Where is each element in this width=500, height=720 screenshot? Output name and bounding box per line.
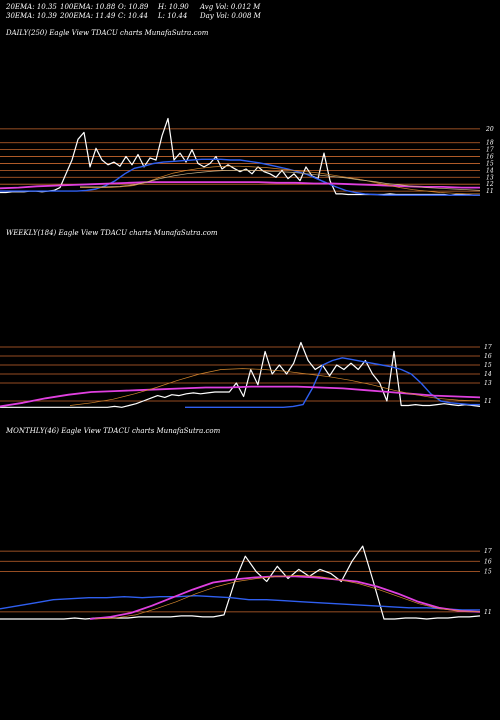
daily-ema-blue-line: [0, 158, 480, 196]
monthly-tick-label: 15: [484, 568, 492, 575]
stat-ema200: 200EMA: 11.49: [60, 12, 116, 20]
weekly-tick-label: 16: [484, 353, 492, 360]
weekly-tick-label: 13: [484, 380, 492, 387]
weekly-tick-label: 17: [484, 344, 492, 351]
stat-day-vol: Day Vol: 0.008 M: [200, 12, 261, 20]
weekly-panel-title: WEEKLY(184) Eagle View TDACU charts Muna…: [6, 229, 218, 237]
daily-tick-label: 15: [486, 160, 494, 167]
monthly-tick-label: 17: [484, 548, 492, 555]
weekly-tick-label: 11: [484, 398, 492, 405]
daily-tick-label: 18: [486, 140, 494, 147]
stat-ema30: 30EMA: 10.39: [6, 12, 57, 20]
weekly-tick-label: 15: [484, 362, 492, 369]
weekly-tick-label: 14: [484, 371, 492, 378]
stat-avg-vol: Avg Vol: 0.012 M: [200, 3, 261, 11]
daily-panel-title: DAILY(250) Eagle View TDACU charts Munaf…: [6, 29, 209, 37]
weekly-price-line: [0, 341, 481, 408]
monthly-ema-blue-line: [0, 595, 480, 611]
stat-ema100: 100EMA: 10.88: [60, 3, 116, 11]
monthly-tick-label: 11: [484, 609, 492, 616]
stat-high: H: 10.90: [158, 3, 189, 11]
monthly-ema-magenta-line: [89, 575, 481, 620]
daily-tick-label: 20: [485, 126, 494, 133]
weekly-ema-magenta-line: [0, 385, 481, 408]
stat-ema20: 20EMA: 10.35: [6, 3, 57, 11]
monthly-ma-orange-line: [94, 575, 481, 620]
stat-low: L: 10.44: [158, 12, 188, 20]
stat-close: C: 10.44: [118, 12, 148, 20]
daily-tick-label: 17: [486, 147, 494, 154]
daily-tick-label: 13: [486, 174, 494, 181]
daily-tick-label: 11: [486, 188, 494, 195]
monthly-price-line: [0, 545, 481, 620]
stat-open: O: 10.89: [118, 3, 149, 11]
daily-tick-label: 16: [486, 154, 494, 161]
weekly-ema-blue-line: [185, 357, 480, 408]
daily-ma-tan-line: [80, 170, 481, 191]
daily-tick-label: 12: [486, 181, 494, 188]
weekly-ma-orange-line: [69, 368, 481, 406]
daily-ema-magenta-line: [0, 181, 480, 190]
daily-tick-label: 14: [486, 167, 494, 174]
monthly-tick-label: 16: [484, 558, 492, 565]
monthly-panel-title: MONTHLY(46) Eagle View TDACU charts Muna…: [6, 427, 221, 435]
